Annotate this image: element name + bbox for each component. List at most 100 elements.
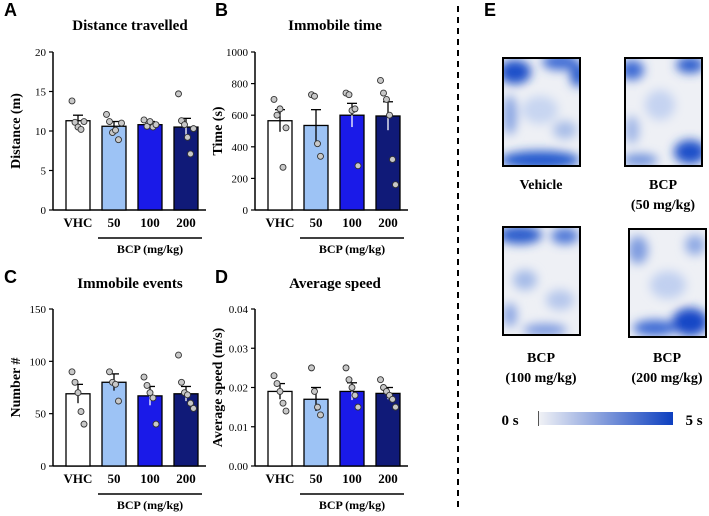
- data-point: [68, 97, 76, 105]
- y-axis-label: Number #: [9, 357, 24, 417]
- x-tick-label: 200: [378, 215, 398, 230]
- y-tick-label: 800: [232, 79, 249, 91]
- y-tick-label: 50: [35, 409, 47, 421]
- y-tick-label: 15: [35, 87, 47, 99]
- x-tick-label: VHC: [64, 215, 93, 230]
- x-tick-label: VHC: [64, 471, 93, 486]
- bar-100: [137, 124, 163, 211]
- y-tick-label: 0.01: [229, 422, 248, 434]
- heatmap-label-bcp100: BCP: [527, 351, 555, 366]
- data-point: [276, 105, 284, 113]
- heatmap-vehicle: [502, 57, 581, 167]
- chart-distance-travelled: Distance travelled Distance (m) 0 5 10 15 20 VH…: [9, 18, 206, 256]
- data-point: [392, 403, 399, 411]
- bar-50: [101, 125, 127, 211]
- x-tick-label: 100: [140, 471, 160, 486]
- y-tick-label: 0: [41, 461, 47, 473]
- data-point: [184, 133, 191, 141]
- chart-title: Immobile events: [77, 276, 183, 292]
- data-point: [273, 380, 281, 388]
- y-tick-label: 0.03: [229, 343, 249, 355]
- data-point: [152, 420, 160, 428]
- data-point: [389, 395, 396, 403]
- y-axis-label: Distance (m): [9, 93, 24, 169]
- bar-vhc: [65, 393, 91, 467]
- data-point: [152, 121, 160, 129]
- data-point: [106, 368, 113, 376]
- colorbar: [538, 412, 673, 425]
- panel-label-a: A: [4, 0, 17, 20]
- data-point: [112, 380, 119, 388]
- data-point: [270, 95, 278, 103]
- data-point: [77, 125, 85, 133]
- x-tick-label: 50: [108, 471, 121, 486]
- y-axis-label: Time (s): [211, 106, 226, 155]
- data-point: [273, 111, 281, 119]
- heatmap-label-bcp100-dose: (100 mg/kg): [505, 371, 577, 386]
- data-point: [178, 378, 185, 386]
- chart-title: Immobile time: [288, 18, 382, 34]
- data-point: [314, 140, 321, 148]
- data-point: [314, 403, 321, 411]
- chart-title: Distance travelled: [72, 18, 188, 34]
- x-tick-label: 50: [310, 471, 323, 486]
- data-point: [115, 397, 122, 405]
- y-tick-label: 10: [35, 126, 47, 138]
- data-point: [187, 150, 194, 158]
- chart-immobile-events: Immobile events Number # 0 50 100 150 VHC 50 100…: [9, 276, 206, 512]
- data-point: [377, 376, 384, 384]
- data-point: [175, 90, 182, 98]
- data-point: [282, 124, 290, 132]
- data-point: [143, 381, 151, 389]
- data-point: [190, 125, 197, 133]
- group-label: BCP (mg/kg): [319, 242, 385, 256]
- x-tick-label: VHC: [266, 471, 295, 486]
- bar-100: [339, 114, 365, 211]
- data-point: [311, 92, 318, 100]
- y-axis-label: Average speed (m/s): [211, 327, 226, 447]
- data-point: [74, 389, 82, 397]
- group-label: BCP (mg/kg): [117, 242, 183, 256]
- data-point: [354, 403, 362, 411]
- data-point: [77, 408, 85, 416]
- data-point: [392, 181, 399, 189]
- chart-average-speed: Average speed Average speed (m/s) 0.00 0.01…: [211, 276, 408, 512]
- data-point: [317, 152, 324, 160]
- y-tick-label: 5: [41, 166, 47, 178]
- data-point: [279, 399, 287, 407]
- heatmap-bcp100: [502, 226, 581, 336]
- panel-label-b: B: [215, 0, 228, 20]
- x-tick-label: 100: [342, 215, 362, 230]
- data-point: [146, 118, 154, 125]
- y-tick-label: 400: [232, 142, 249, 154]
- heatmap-bcp200: [628, 228, 707, 338]
- panel-label-c: C: [4, 267, 17, 287]
- data-point: [146, 389, 154, 397]
- data-point: [190, 404, 197, 412]
- bar-vhc: [65, 120, 91, 211]
- data-point: [351, 391, 359, 399]
- x-tick-label: 100: [342, 471, 362, 486]
- data-point: [386, 111, 393, 119]
- y-tick-label: 0.04: [229, 304, 249, 316]
- chart-immobile-time: Immobile time Time (s) 0 200 400 600 800 1000 VH…: [211, 18, 408, 256]
- y-tick-label: 1000: [226, 47, 249, 59]
- data-point: [115, 136, 122, 144]
- data-point: [383, 95, 390, 103]
- data-point: [149, 394, 157, 402]
- data-point: [184, 391, 191, 399]
- y-tick-label: 100: [30, 356, 47, 368]
- group-label: BCP (mg/kg): [117, 498, 183, 512]
- data-point: [118, 119, 125, 127]
- data-point: [317, 411, 324, 419]
- x-tick-label: 200: [176, 215, 196, 230]
- bar-50: [303, 124, 329, 211]
- data-point: [377, 76, 384, 84]
- data-point: [276, 387, 284, 395]
- heatmap-label-bcp50: BCP: [649, 178, 677, 193]
- data-point: [80, 118, 88, 125]
- panel-label-e: E: [484, 0, 496, 20]
- data-point: [175, 351, 182, 359]
- bar-50: [101, 381, 127, 467]
- data-point: [103, 110, 110, 118]
